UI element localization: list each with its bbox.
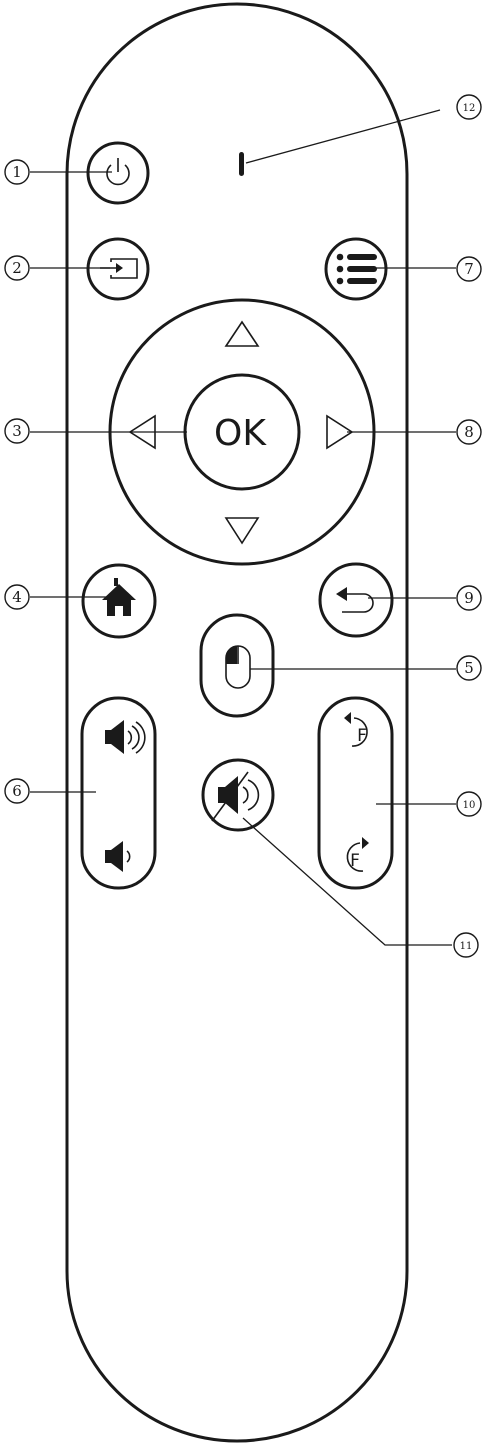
back-button[interactable]	[320, 564, 392, 636]
callout-2: 2	[5, 256, 29, 280]
svg-text:5: 5	[464, 659, 474, 677]
menu-icon	[337, 254, 377, 285]
svg-text:6: 6	[12, 782, 22, 800]
home-button[interactable]	[83, 565, 155, 637]
callout-4: 4	[5, 585, 29, 609]
svg-text:7: 7	[464, 260, 474, 278]
indicator-light	[239, 152, 244, 176]
ok-button[interactable]: OK	[185, 375, 299, 489]
callout-1: 1	[5, 160, 29, 184]
callout-9: 9	[457, 586, 481, 610]
ok-label: OK	[214, 413, 267, 454]
svg-text:12: 12	[463, 103, 476, 114]
svg-text:9: 9	[464, 589, 474, 607]
callout-7: 7	[457, 257, 481, 281]
svg-text:10: 10	[463, 800, 476, 811]
svg-text:4: 4	[12, 588, 22, 606]
freeze-rocker[interactable]: F F	[319, 698, 392, 888]
volume-rocker[interactable]	[82, 698, 155, 888]
svg-text:2: 2	[12, 259, 22, 277]
mouse-button[interactable]	[201, 615, 273, 716]
svg-text:1: 1	[12, 163, 22, 181]
mute-button[interactable]	[203, 760, 273, 830]
input-source-button[interactable]	[88, 239, 148, 299]
callout-11: 11	[454, 933, 478, 957]
callout-3: 3	[5, 419, 29, 443]
svg-text:3: 3	[12, 422, 22, 440]
freeze-bottom-label: F	[350, 851, 360, 871]
menu-button[interactable]	[326, 239, 386, 299]
callout-8: 8	[457, 420, 481, 444]
callout-6: 6	[5, 779, 29, 803]
svg-text:11: 11	[460, 941, 473, 952]
callout-10: 10	[457, 792, 481, 816]
freeze-top-label: F	[357, 726, 367, 746]
callout-5: 5	[457, 656, 481, 680]
svg-text:8: 8	[464, 423, 474, 441]
power-button[interactable]	[88, 143, 148, 203]
callout-12: 12	[457, 95, 481, 119]
